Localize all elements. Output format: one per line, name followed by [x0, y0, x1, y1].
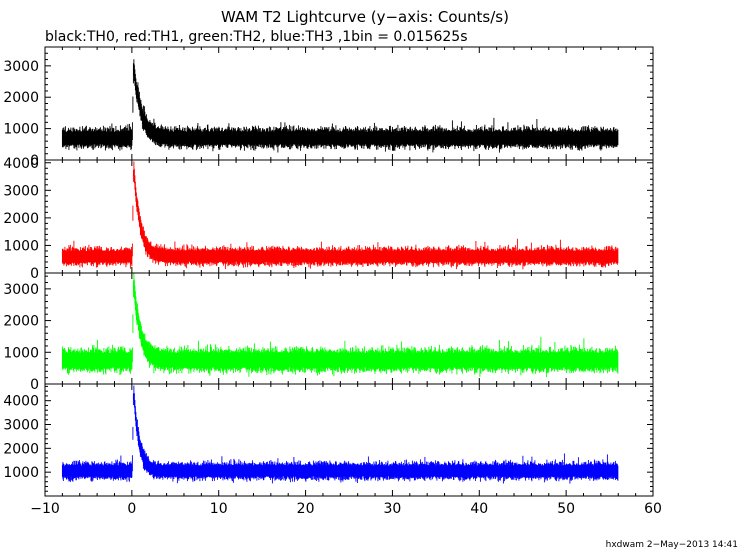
y-tick-label: 3000 [3, 282, 39, 298]
y-tick-label: 1000 [3, 238, 39, 254]
x-tick-label: 0 [127, 501, 136, 517]
panel-th3: 1000 2000 3000 4000 [3, 383, 654, 497]
y-tick-label: 1000 [3, 465, 39, 481]
x-axis: −10 0 10 20 30 40 50 60 [30, 501, 662, 517]
y-tick-label: 1000 [3, 122, 39, 138]
panel-frame [44, 383, 654, 497]
panel-th0: 0 1000 2000 3000 [3, 46, 654, 169]
series-th2-trace [61, 273, 619, 378]
y-tick-label: 3000 [3, 183, 39, 199]
y-tick-label: 4000 [3, 394, 39, 410]
panels: 0100020003000010002000300040000100020003… [3, 46, 654, 497]
x-tick-label: 50 [557, 501, 575, 517]
panel-th2: 0 1000 2000 3000 [3, 272, 654, 393]
y-tick-label: 3000 [3, 418, 39, 434]
y-tick-label: 1000 [3, 345, 39, 361]
x-tick-label: 30 [384, 501, 402, 517]
x-tick-label: 60 [644, 501, 662, 517]
x-tick-label: 20 [297, 501, 315, 517]
footer-timestamp: hxdwam 2−May−2013 14:41 [606, 540, 738, 550]
chart-subtitle: black:TH0, red:TH1, green:TH2, blue:TH3 … [45, 29, 468, 45]
x-tick-label: 40 [470, 501, 488, 517]
x-tick-label: −10 [30, 501, 60, 517]
x-tick-label: 10 [210, 501, 228, 517]
series-th0-trace [61, 59, 619, 153]
y-tick-label: 0 [30, 266, 39, 282]
y-tick-label: 2000 [3, 211, 39, 227]
chart-title: WAM T2 Lightcurve (y−axis: Counts/s) [221, 8, 509, 26]
series-th3-trace [61, 385, 619, 484]
series-th1-trace [61, 161, 619, 270]
y-tick-label: 0 [30, 153, 39, 169]
y-tick-label: 4000 [3, 156, 39, 172]
y-tick-label: 0 [30, 377, 39, 393]
panel-th1: 0 1000 2000 3000 4000 [3, 156, 654, 282]
y-tick-label: 3000 [3, 59, 39, 75]
y-tick-label: 2000 [3, 441, 39, 457]
y-tick-label: 2000 [3, 90, 39, 106]
y-tick-label: 2000 [3, 314, 39, 330]
